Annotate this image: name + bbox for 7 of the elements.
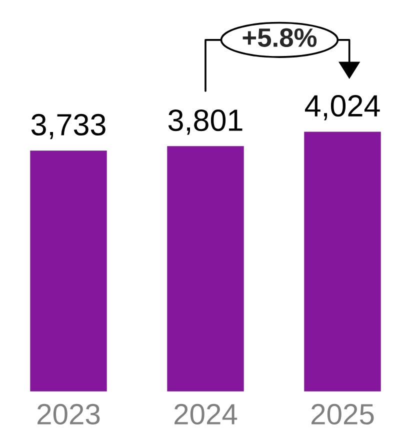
data-label: 4,024 xyxy=(304,95,380,120)
x-tick-label: 2023 xyxy=(38,404,100,425)
x-tick-label: 2024 xyxy=(174,404,238,425)
text: +5.8% xyxy=(242,28,317,47)
data-label: 3,801 xyxy=(168,109,242,135)
x-tick-label: 2025 xyxy=(312,404,374,425)
data-label: 3,733 xyxy=(31,114,106,140)
